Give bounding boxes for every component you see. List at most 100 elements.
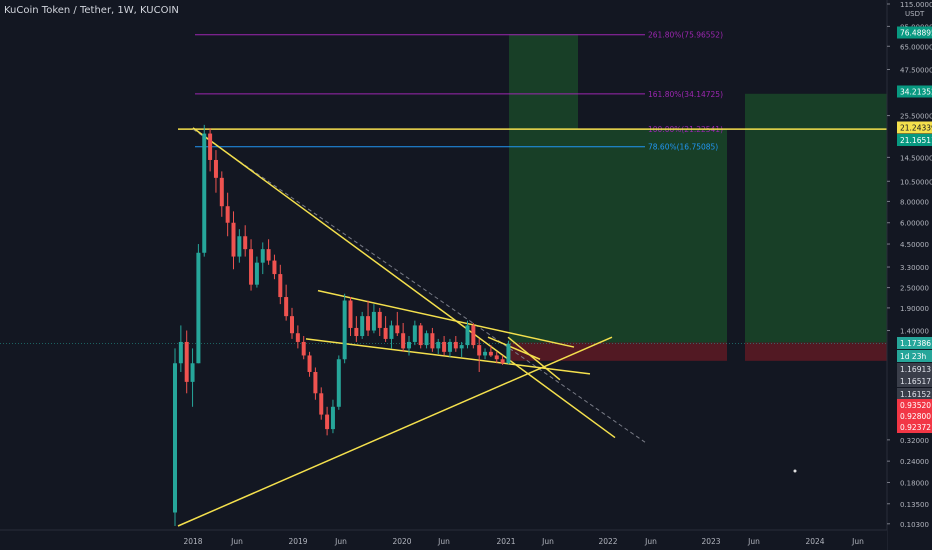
candle-body: [190, 363, 195, 382]
candle-body: [389, 325, 394, 339]
time-tick-label: Jun: [747, 537, 760, 546]
candle-body: [313, 371, 318, 394]
symbol-title: KuCoin Token / Tether, 1W, KUCOIN: [4, 5, 179, 16]
candle-body: [208, 133, 213, 160]
price-tick-label: 2.50000: [900, 285, 929, 293]
candle-body: [237, 236, 242, 257]
candle-body: [465, 325, 470, 346]
trendline: [177, 336, 613, 527]
candle-body: [243, 236, 248, 250]
price-badge-bg: [897, 85, 932, 98]
trendline: [507, 336, 561, 381]
price-badge-bg: [897, 26, 932, 39]
candle-body: [401, 333, 406, 349]
candle-body: [436, 341, 441, 349]
price-tick-label: 65.00000: [900, 43, 932, 51]
candle-body: [325, 414, 330, 430]
target-zone-1: [509, 34, 578, 343]
price-badge: 0.92372: [897, 421, 932, 433]
candle-body: [483, 351, 488, 356]
price-tick-label: 0.13500: [900, 501, 929, 509]
candle-body: [213, 159, 218, 178]
price-tick-label: 0.32000: [900, 437, 929, 445]
time-tick-label: 2019: [288, 537, 307, 546]
time-tick-label: 2021: [496, 537, 515, 546]
candle-body: [366, 316, 371, 331]
candle-body: [430, 333, 435, 349]
candle-body: [295, 333, 300, 342]
trendline: [487, 336, 541, 360]
price-badge-bg: [897, 388, 932, 400]
price-badge: 1.16517: [897, 375, 932, 387]
candle-body: [196, 252, 201, 364]
price-badge: 1.16152: [897, 388, 932, 400]
price-badge-text: 0.92800: [900, 412, 931, 421]
time-tick-label: Jun: [541, 537, 554, 546]
candle-body: [272, 260, 277, 275]
candle-body: [301, 341, 306, 356]
price-tick-label: 4.50000: [900, 241, 929, 249]
candle-body: [330, 406, 335, 430]
fib-level-label: 261.80%(75.96552): [648, 31, 723, 40]
candle-body: [307, 355, 312, 372]
price-axis-background: [887, 0, 932, 550]
price-badge-bg: [897, 399, 932, 411]
price-badge-text: 1d 23h: [900, 352, 926, 361]
price-badge: 1.17386: [897, 337, 932, 349]
price-tick-label: 14.50000: [900, 154, 932, 162]
candle-body: [173, 363, 177, 513]
stop-zone-2: [745, 342, 887, 361]
price-badge-text: 0.92372: [900, 423, 931, 432]
candle-body: [477, 345, 482, 356]
candle-body: [290, 316, 294, 334]
candle-body: [284, 297, 289, 317]
candle-body: [266, 249, 271, 261]
candle-body: [336, 359, 341, 407]
candle-body: [231, 222, 236, 257]
candle-body: [178, 341, 183, 364]
price-tick-label: 6.00000: [900, 220, 929, 228]
price-badge-bg: [897, 337, 932, 349]
candle-body: [278, 274, 283, 298]
price-badge-bg: [897, 421, 932, 433]
price-badge-text: 76.48895: [900, 29, 932, 38]
price-tick-label: 1.90000: [900, 305, 929, 313]
candle-body: [319, 393, 324, 415]
candle-body: [471, 325, 476, 346]
candle-body: [184, 341, 189, 382]
time-tick-label: Jun: [644, 537, 657, 546]
price-badge-bg: [897, 375, 932, 387]
candle-body: [342, 300, 347, 360]
candle-body: [494, 355, 499, 360]
candle-body: [407, 341, 411, 349]
candle-body: [447, 341, 452, 352]
time-tick-label: Jun: [334, 537, 347, 546]
price-tick-label: 0.10300: [900, 521, 929, 529]
price-badge-bg: [897, 121, 932, 134]
fib-level-label: 161.80%(34.14725): [648, 90, 723, 99]
candle-body: [424, 333, 429, 346]
time-tick-label: 2018: [183, 537, 202, 546]
time-tick-label: Jun: [437, 537, 450, 546]
time-tick-label: Jun: [851, 537, 864, 546]
price-badge: 76.48895: [897, 26, 932, 39]
price-badge: 1d 23h: [897, 350, 932, 362]
candle-body: [418, 325, 423, 346]
target-zone-3: [745, 93, 887, 343]
candle-body: [506, 343, 511, 364]
price-badge-bg: [897, 410, 932, 422]
candle-body: [219, 177, 224, 207]
price-tick-label: 47.50000: [900, 66, 932, 74]
price-tick-label: 1.40000: [900, 328, 929, 336]
candle-body: [371, 311, 376, 331]
time-tick-label: 2022: [598, 537, 617, 546]
price-badge: 0.92800: [897, 410, 932, 422]
price-badge-bg: [897, 134, 932, 146]
price-badge: 1.16913: [897, 363, 932, 375]
candle-body: [249, 249, 254, 285]
candle-body: [202, 133, 207, 253]
